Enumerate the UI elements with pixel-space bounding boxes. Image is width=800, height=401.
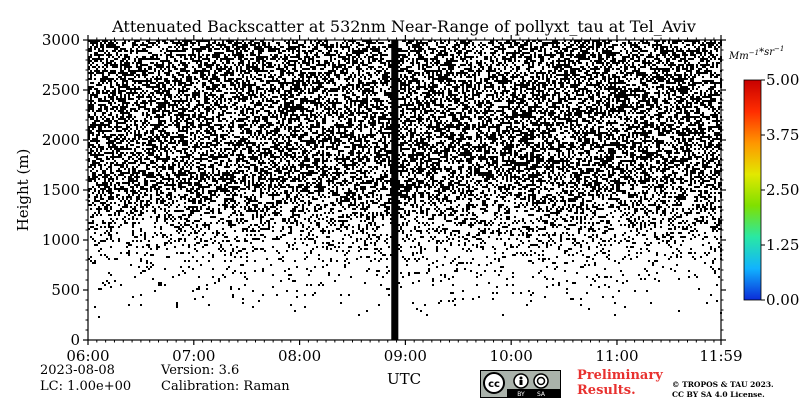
x-tick-label: 11:00 — [595, 347, 638, 365]
colorbar-gradient — [743, 79, 762, 301]
x-axis-label: UTC — [387, 370, 421, 388]
date-label: 2023-08-08 — [40, 363, 115, 378]
x-tick-label: 07:00 — [172, 347, 215, 365]
copyright-line-2: CC BY SA 4.0 License. — [672, 390, 765, 399]
y-tick-label: 500 — [51, 281, 80, 299]
data-gap-bar — [391, 40, 399, 340]
version-label: Version: 3.6 — [161, 363, 240, 378]
colorbar-tick-label: 5.00 — [766, 71, 799, 89]
plot-area — [88, 40, 722, 340]
prelim-line-1: Preliminary — [577, 368, 663, 383]
copyright-line-1: © TROPOS & TAU 2023. — [672, 380, 774, 389]
calibration-label: Calibration: Raman — [161, 379, 290, 394]
backscatter-noise-field — [88, 40, 722, 318]
y-tick-label: 1500 — [42, 181, 80, 199]
y-tick-label: 2000 — [42, 131, 80, 149]
preliminary-results-note: Preliminary Results. — [577, 368, 663, 398]
copyright-note: © TROPOS & TAU 2023. CC BY SA 4.0 Licens… — [672, 380, 774, 400]
chart-title: Attenuated Backscatter at 532nm Near-Ran… — [111, 17, 696, 36]
y-tick-label: 3000 — [42, 31, 80, 49]
prelim-line-2: Results. — [577, 383, 636, 398]
y-tick-label: 0 — [70, 331, 80, 349]
colorbar: 0.00 1.25 2.50 3.75 5.00 — [743, 71, 799, 309]
lc-label: LC: 1.00e+00 — [40, 379, 132, 394]
by-badge-text: BY — [517, 391, 525, 397]
data-gap-bar — [391, 40, 399, 340]
colorbar-tick-label: 0.00 — [766, 291, 799, 309]
colorbar-tick-label: 2.50 — [766, 181, 799, 199]
cc-badge-graphic: cc BY SA — [483, 372, 560, 398]
cc-badge-text: cc — [488, 379, 500, 390]
x-tick-label: 11:59 — [699, 347, 742, 365]
x-tick-label: 06:00 — [66, 347, 109, 365]
axes: 0 500 1000 1500 2000 2500 3000 06:00 07:00 08:00 0… — [42, 31, 743, 365]
y-tick-label: 2500 — [42, 81, 80, 99]
colorbar-tick-label: 3.75 — [766, 126, 799, 144]
x-tick-label: 10:00 — [490, 347, 533, 365]
y-axis-label: Height (m) — [14, 149, 32, 232]
x-tick-label: 08:00 — [278, 347, 321, 365]
cc-by-sa-license-icon: cc BY SA — [480, 370, 561, 398]
colorbar-tick-label: 1.25 — [766, 236, 799, 254]
sa-badge-text: SA — [537, 391, 546, 397]
y-tick-label: 1000 — [42, 231, 80, 249]
x-tick-label: 09:00 — [384, 347, 427, 365]
colorbar-unit-label: Mm−1*sr−1 — [728, 45, 784, 62]
